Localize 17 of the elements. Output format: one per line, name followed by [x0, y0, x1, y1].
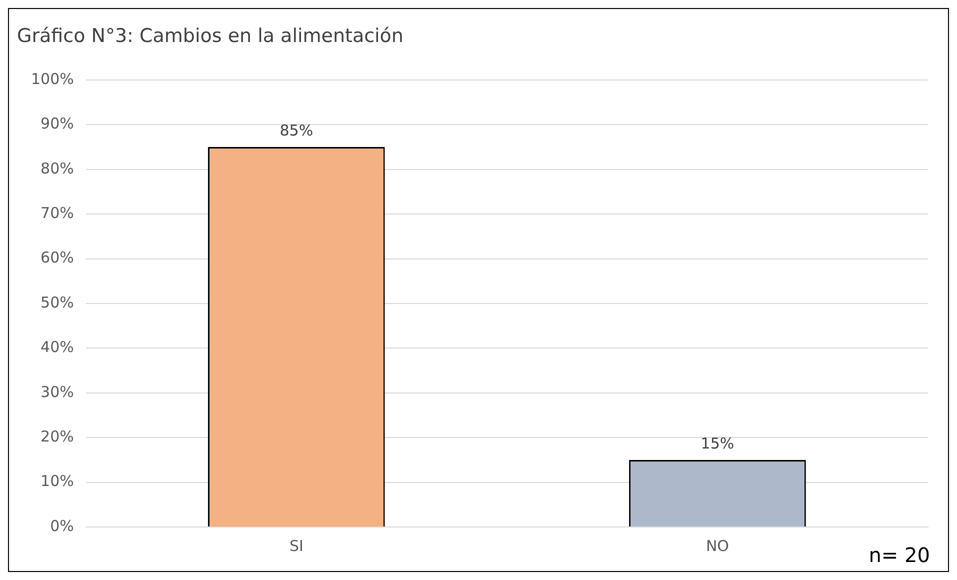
y-tick-label: 10%	[40, 472, 74, 490]
y-tick-label: 100%	[30, 70, 74, 88]
text: n= 20	[868, 543, 930, 567]
y-tick-label: 90%	[40, 114, 74, 133]
x-tick-label: SI	[289, 536, 304, 555]
data-label: 15%	[700, 434, 734, 452]
y-tick-label: 50%	[40, 293, 74, 312]
y-tick-label: 20%	[40, 427, 74, 446]
y-tick-label: 60%	[40, 248, 74, 267]
y-tick-label: 30%	[40, 382, 74, 401]
y-tick-label: 40%	[40, 338, 74, 356]
chart-title: Gráfico N°3: Cambios en la alimentación	[17, 25, 404, 47]
y-tick-label: 80%	[40, 159, 74, 178]
y-tick-label: 0%	[50, 516, 74, 535]
y-tick-label: 70%	[40, 204, 74, 222]
x-tick-label: NO	[706, 536, 729, 555]
data-label: 85%	[280, 121, 314, 140]
